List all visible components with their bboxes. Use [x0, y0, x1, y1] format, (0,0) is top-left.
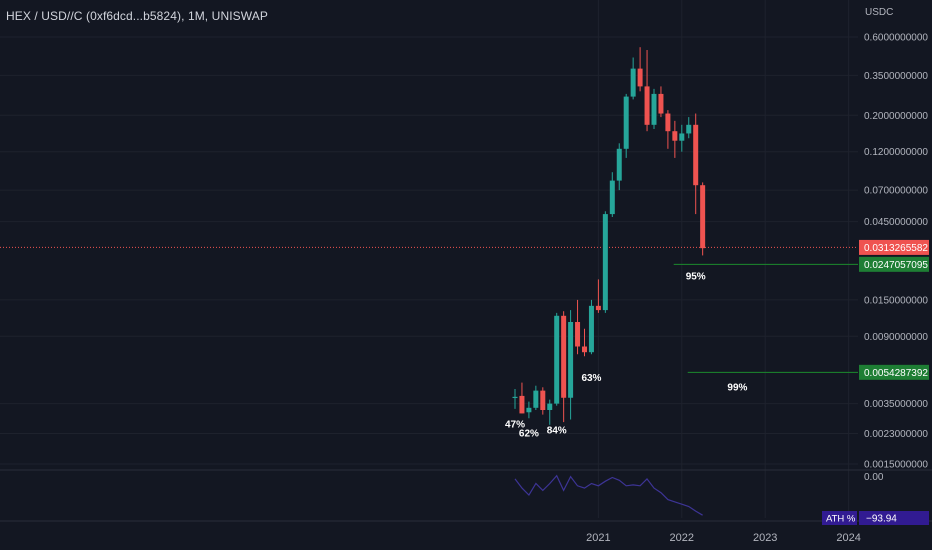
current-price-label: 0.0313265582: [864, 243, 928, 254]
drawdown-annotation: 95%: [686, 271, 706, 282]
drawdown-annotation: 63%: [581, 373, 601, 384]
candle-body-up: [616, 148, 622, 181]
candle-body-down: [540, 390, 546, 411]
indicator-value-bg: [859, 511, 929, 525]
current-price-label-bg: [859, 239, 929, 255]
price-axis-tick: 0.0700000000: [864, 186, 928, 197]
indicator-value-label: −93.94: [866, 514, 897, 525]
candle-body-down: [644, 86, 650, 125]
level-label-bg: [859, 364, 929, 380]
price-unit-label: USDC: [865, 7, 894, 18]
candle-body-up: [609, 180, 615, 215]
candle-body-up: [588, 305, 594, 353]
price-axis-tick: 0.0023000000: [864, 429, 928, 440]
indicator-axis-tick: 0.00: [864, 472, 884, 483]
candle-body-up: [679, 133, 685, 141]
candle-body-down: [595, 305, 601, 311]
candle-body-down: [637, 68, 643, 87]
candle-body-down: [672, 131, 678, 141]
price-axis-tick: 0.0015000000: [864, 460, 928, 471]
level-price-label: 0.0054287392: [864, 368, 928, 379]
price-axis-tick: 0.6000000000: [864, 33, 928, 44]
price-axis-tick: 0.0450000000: [864, 217, 928, 228]
candle-body-up: [623, 96, 629, 149]
ath-percent-line: [514, 474, 703, 516]
price-axis-tick: 0.0035000000: [864, 399, 928, 410]
candle-body-down: [665, 113, 671, 132]
drawdown-annotation: 47%: [505, 420, 525, 431]
candle-body-up: [568, 322, 574, 398]
candle-body-down: [575, 322, 581, 347]
price-axis-tick: 0.1200000000: [864, 147, 928, 158]
price-axis-tick: 0.0150000000: [864, 295, 928, 306]
indicator-name-bg: [822, 511, 857, 525]
candle-body-up: [686, 124, 692, 134]
drawdown-annotation: 99%: [727, 383, 747, 394]
drawdown-annotation: 84%: [547, 426, 567, 437]
candle-body-up: [630, 68, 636, 97]
time-axis-tick: 2022: [670, 532, 694, 544]
time-axis-tick: 2021: [586, 532, 610, 544]
price-axis-tick: 0.2000000000: [864, 111, 928, 122]
symbol-title[interactable]: HEX / USD//C (0xf6dcd...b5824), 1M, UNIS…: [6, 9, 268, 23]
level-price-label: 0.0247057095: [864, 260, 928, 271]
time-axis-tick: 2024: [836, 532, 860, 544]
time-axis-tick: 2023: [753, 532, 777, 544]
candle-body-up: [602, 214, 608, 311]
candle-body-down: [519, 395, 525, 414]
candle-body-up: [651, 93, 657, 125]
drawdown-annotation: 62%: [519, 429, 539, 440]
price-axis-tick: 0.0090000000: [864, 332, 928, 343]
candle-body-down: [693, 124, 699, 186]
candle-body-down: [658, 93, 664, 114]
candle-body-up: [512, 396, 518, 399]
candle-body-up: [554, 315, 560, 404]
level-label-bg: [859, 256, 929, 272]
candle-body-up: [547, 403, 553, 411]
candle-body-down: [582, 346, 587, 353]
candle-body-up: [533, 390, 539, 408]
indicator-name: ATH %: [826, 514, 856, 525]
price-axis-tick: 0.3500000000: [864, 71, 928, 82]
candle-body-down: [700, 185, 706, 249]
candle-body-down: [561, 315, 567, 398]
candle-body-up: [526, 407, 532, 413]
